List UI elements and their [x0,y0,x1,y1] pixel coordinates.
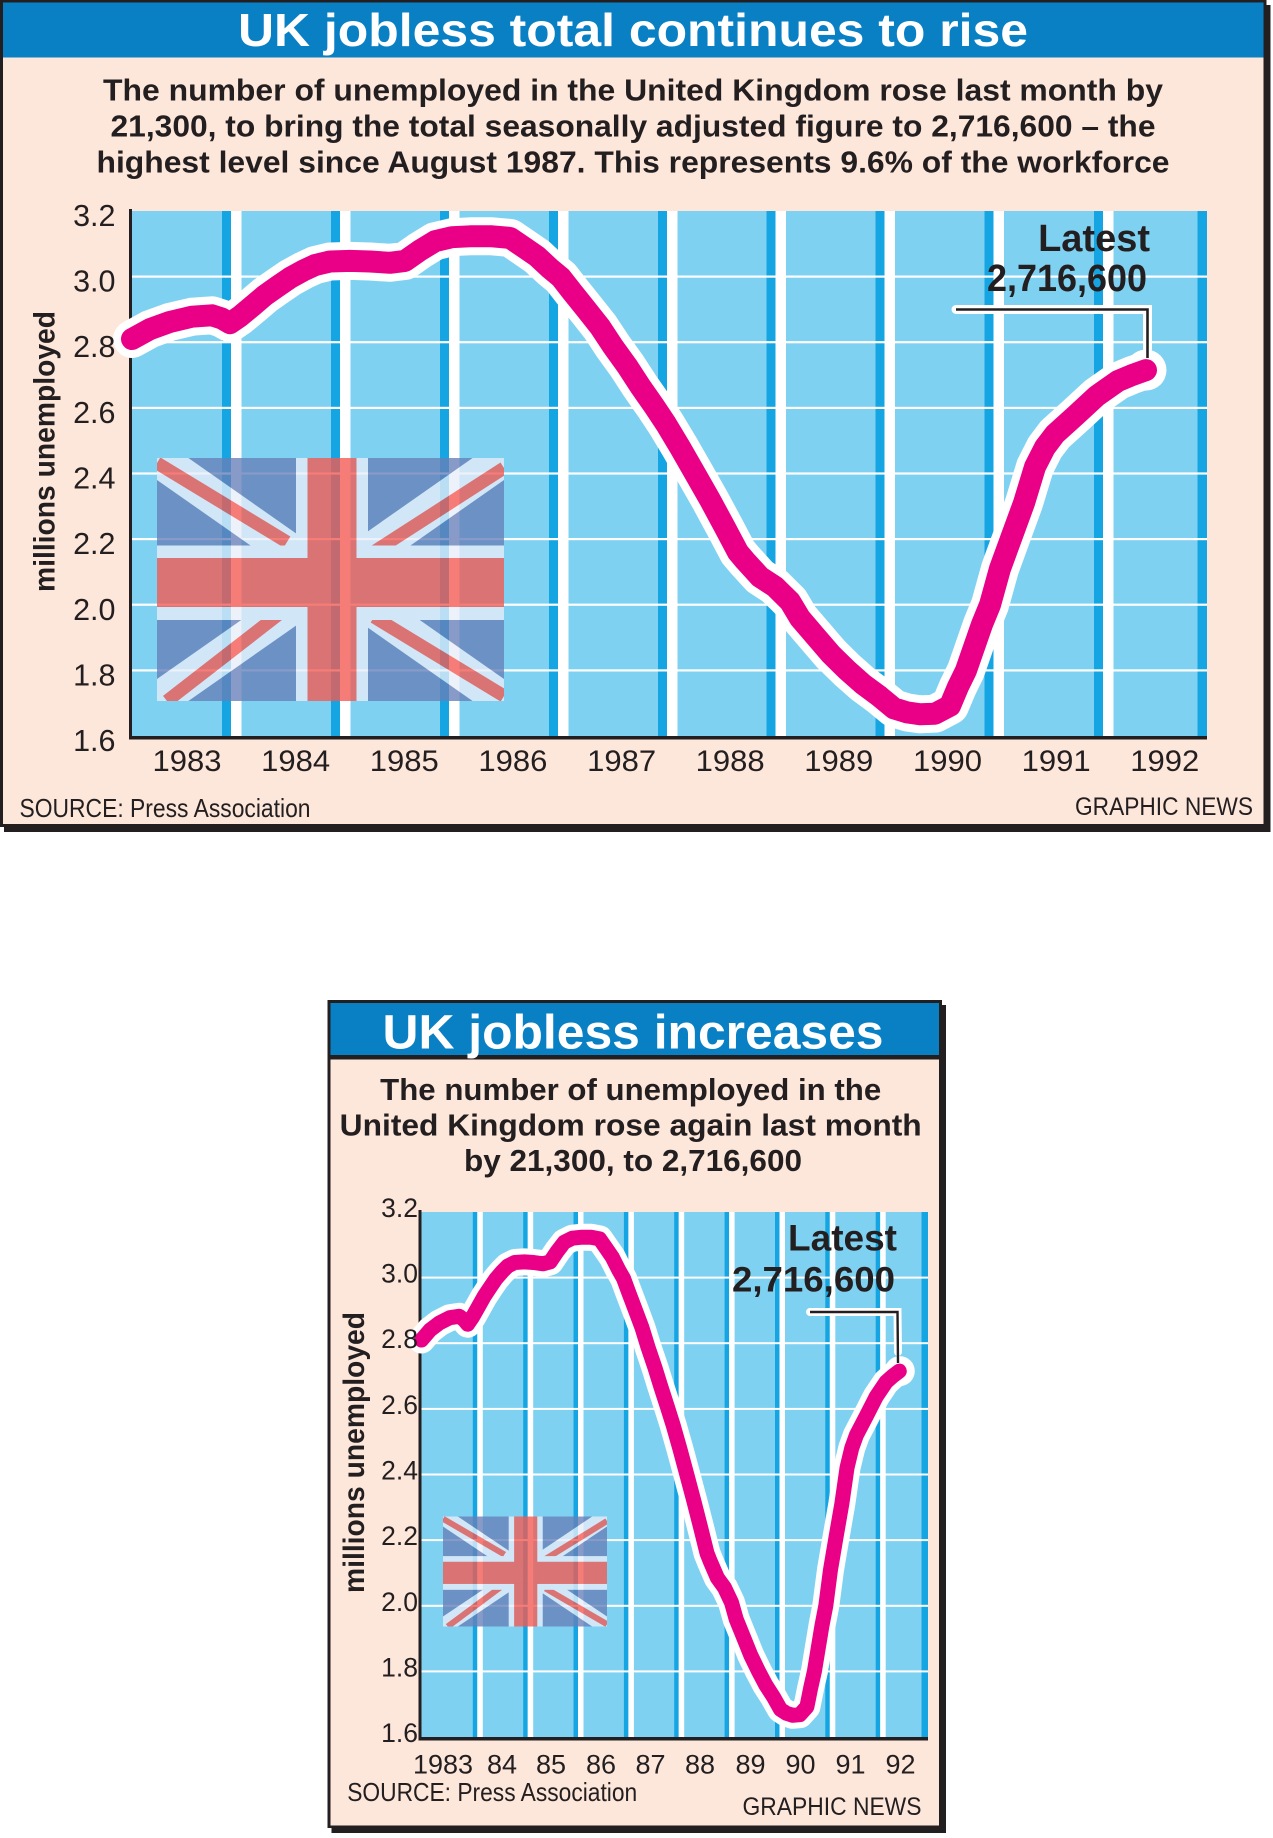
svg-text:highest level since August 198: highest level since August 1987. This re… [97,146,1170,180]
svg-text:The number of unemployed in th: The number of unemployed in the [380,1072,881,1107]
svg-text:2.8: 2.8 [381,1324,418,1354]
svg-text:UK jobless total continues to: UK jobless total continues to rise [238,4,1028,56]
svg-text:1.8: 1.8 [73,658,115,692]
svg-text:UK jobless increases: UK jobless increases [383,1007,884,1060]
svg-text:91: 91 [835,1750,865,1780]
svg-text:1989: 1989 [804,745,873,778]
svg-text:1985: 1985 [370,745,439,778]
svg-text:2.6: 2.6 [73,396,115,430]
svg-text:2.4: 2.4 [381,1456,418,1486]
svg-text:21,300, to bring the total sea: 21,300, to bring the total seasonally ad… [111,110,1156,144]
svg-text:1.6: 1.6 [73,724,115,758]
svg-text:89: 89 [735,1750,765,1780]
svg-text:2,716,600: 2,716,600 [732,1260,895,1300]
svg-text:3.2: 3.2 [73,199,115,233]
svg-text:1984: 1984 [261,745,330,778]
svg-text:2,716,600: 2,716,600 [987,258,1147,300]
svg-text:millions unemployed: millions unemployed [338,1312,371,1593]
svg-text:2.4: 2.4 [73,462,115,496]
svg-text:1.6: 1.6 [381,1718,418,1748]
svg-text:3.0: 3.0 [381,1259,418,1289]
svg-text:2.2: 2.2 [73,527,115,561]
svg-text:GRAPHIC NEWS: GRAPHIC NEWS [743,1793,922,1821]
svg-text:United Kingdom rose again last: United Kingdom rose again last month [340,1108,922,1143]
svg-text:2.6: 2.6 [381,1390,418,1420]
svg-text:Latest: Latest [788,1218,897,1259]
svg-text:1988: 1988 [696,745,765,778]
svg-text:1986: 1986 [478,745,547,778]
svg-text:2.2: 2.2 [381,1521,418,1551]
svg-text:The number of unemployed in th: The number of unemployed in the United K… [103,74,1163,108]
svg-text:1992: 1992 [1130,745,1199,778]
svg-text:1991: 1991 [1022,745,1091,778]
svg-text:1983: 1983 [153,745,222,778]
svg-text:2.0: 2.0 [73,593,115,627]
svg-text:3.2: 3.2 [381,1193,418,1223]
svg-text:87: 87 [635,1750,665,1780]
svg-text:84: 84 [487,1750,517,1780]
svg-text:by 21,300, to 2,716,600: by 21,300, to 2,716,600 [464,1143,802,1178]
svg-text:1990: 1990 [913,745,982,778]
svg-text:1.8: 1.8 [381,1652,418,1682]
svg-text:92: 92 [885,1750,915,1780]
svg-text:1983: 1983 [413,1750,473,1780]
svg-text:SOURCE: Press Association: SOURCE: Press Association [20,793,311,823]
svg-text:86: 86 [586,1750,616,1780]
svg-text:GRAPHIC NEWS: GRAPHIC NEWS [1075,793,1253,821]
svg-text:1987: 1987 [587,745,656,778]
svg-text:millions unemployed: millions unemployed [28,311,61,592]
svg-text:85: 85 [536,1750,566,1780]
svg-text:2.0: 2.0 [381,1587,418,1617]
svg-text:2.8: 2.8 [73,330,115,364]
svg-text:SOURCE: Press Association: SOURCE: Press Association [347,1777,637,1807]
svg-text:Latest: Latest [1038,218,1150,260]
svg-text:3.0: 3.0 [73,265,115,299]
svg-text:88: 88 [685,1750,715,1780]
svg-text:90: 90 [785,1750,815,1780]
